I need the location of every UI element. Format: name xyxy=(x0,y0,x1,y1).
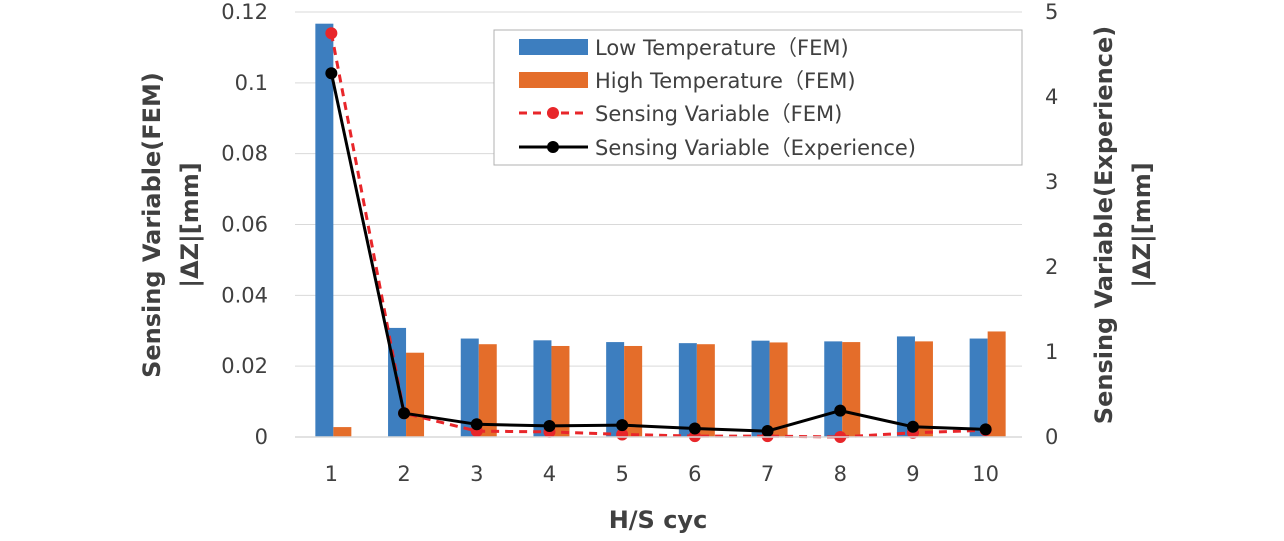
axes: 0 0.02 0.04 0.06 0.08 0.1 0.12 0 1 2 3 4 5 1 2 3 4 5 6 7 8 9 1… xyxy=(221,0,1058,486)
bar-high-temperature xyxy=(478,344,497,437)
legend-label-sensing-fem: Sensing Variable（FEM) xyxy=(595,102,842,126)
y-left-tick-label: 0.1 xyxy=(235,71,268,95)
bar-low-temperature xyxy=(460,338,479,437)
right-axis-unit: |ΔZ|[mm] xyxy=(1128,162,1156,287)
legend-label-low-temperature: Low Temperature（FEM) xyxy=(595,36,849,60)
point-sensing-experience xyxy=(616,419,629,432)
x-tick-label: 7 xyxy=(761,462,774,486)
x-tick-label: 5 xyxy=(615,462,628,486)
legend-swatch-high-temperature xyxy=(519,72,588,88)
y-right-tick-label: 1 xyxy=(1045,340,1058,364)
point-sensing-fem xyxy=(325,27,338,40)
y-left-tick-label: 0.02 xyxy=(221,354,268,378)
bar-high-temperature xyxy=(696,344,715,437)
bar-high-temperature xyxy=(406,352,425,437)
point-sensing-experience xyxy=(761,425,774,438)
y-left-tick-label: 0 xyxy=(255,425,268,449)
legend-marker-sensing-fem xyxy=(547,107,559,119)
point-sensing-experience xyxy=(325,67,338,80)
legend: Low Temperature（FEM) High Temperature（FE… xyxy=(493,29,1023,166)
right-axis-title-line2: |ΔZ|[mm] xyxy=(1128,162,1156,287)
right-axis-title-line1: Sensing Variable(Experience) xyxy=(1090,26,1118,424)
bar-high-temperature xyxy=(551,345,570,437)
left-axis-title-line2: |ΔZ|[mm] xyxy=(176,162,204,287)
y-right-tick-label: 2 xyxy=(1045,255,1058,279)
x-axis-title: H/S cyc xyxy=(609,506,708,534)
point-sensing-experience xyxy=(543,419,556,432)
x-tick-label: 3 xyxy=(470,462,483,486)
y-right-tick-label: 0 xyxy=(1045,425,1058,449)
x-tick-label: 1 xyxy=(325,462,338,486)
bar-high-temperature xyxy=(769,342,788,437)
bar-high-temperature xyxy=(987,331,1006,437)
legend-label-sensing-experience: Sensing Variable（Experience) xyxy=(595,136,916,160)
bar-low-temperature xyxy=(606,342,625,437)
point-sensing-experience xyxy=(834,404,847,417)
point-sensing-experience xyxy=(688,422,701,435)
y-right-tick-label: 4 xyxy=(1045,85,1058,109)
y-left-tick-label: 0.06 xyxy=(221,213,268,237)
bar-low-temperature xyxy=(969,338,988,437)
bar-high-temperature xyxy=(333,427,352,437)
line-sensing-experience xyxy=(329,72,986,433)
x-tick-label: 4 xyxy=(543,462,556,486)
right-axis-title: Sensing Variable(Experience) xyxy=(1090,26,1118,424)
bar-low-temperature xyxy=(533,340,552,437)
bar-low-temperature xyxy=(896,336,915,437)
bar-high-temperature xyxy=(624,345,643,437)
left-axis-unit: |ΔZ|[mm] xyxy=(176,162,204,287)
x-tick-label: 8 xyxy=(834,462,847,486)
left-axis-title: Sensing Variable(FEM) xyxy=(138,72,166,378)
left-axis-title-line1: Sensing Variable(FEM) xyxy=(138,72,166,378)
bar-low-temperature xyxy=(678,343,697,437)
y-left-tick-label: 0.12 xyxy=(221,0,268,24)
legend-marker-sensing-experience xyxy=(547,141,559,153)
point-sensing-experience xyxy=(979,423,992,436)
legend-swatch-low-temperature xyxy=(519,39,588,55)
legend-label-high-temperature: High Temperature（FEM) xyxy=(595,69,856,93)
point-sensing-experience xyxy=(470,418,483,431)
x-tick-label: 6 xyxy=(688,462,701,486)
point-sensing-experience xyxy=(906,420,919,433)
bar-low-temperature xyxy=(315,23,334,437)
x-tick-label: 9 xyxy=(906,462,919,486)
point-sensing-experience xyxy=(398,407,411,420)
y-left-tick-label: 0.08 xyxy=(221,142,268,166)
x-tick-label: 10 xyxy=(972,462,999,486)
y-right-tick-label: 5 xyxy=(1045,0,1058,24)
line-sensing-fem xyxy=(329,33,986,439)
y-right-tick-label: 3 xyxy=(1045,170,1058,194)
y-left-tick-label: 0.04 xyxy=(221,283,268,307)
bar-low-temperature xyxy=(824,341,843,437)
x-tick-label: 2 xyxy=(397,462,410,486)
bar-high-temperature xyxy=(914,341,933,437)
bar-low-temperature xyxy=(751,340,770,437)
bar-high-temperature xyxy=(842,342,861,437)
